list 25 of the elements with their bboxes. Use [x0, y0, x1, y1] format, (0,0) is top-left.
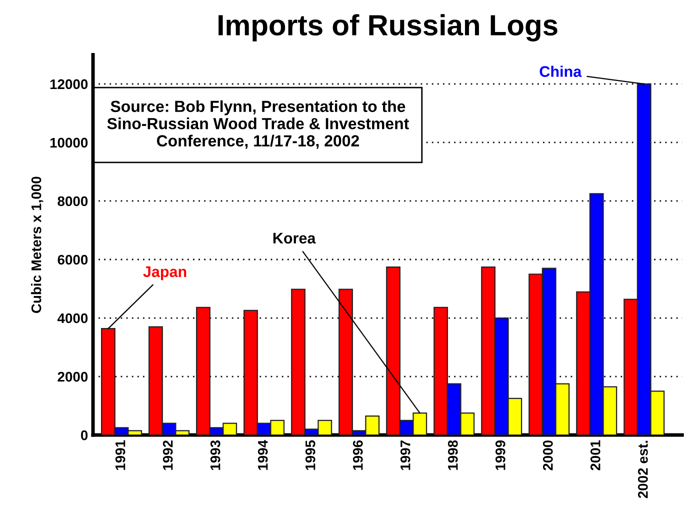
- text: Korea: [273, 232, 316, 244]
- x-tick-label: 1997: [400, 440, 410, 470]
- x-tick-label: 1992: [162, 440, 173, 470]
- text: China: [540, 66, 582, 77]
- y-tick-label: 10000: [50, 138, 88, 148]
- y-axis-title: Cubic Meters x 1,000: [31, 176, 44, 313]
- x-tick-label: 1998: [448, 440, 458, 470]
- x-tick-label: 1995: [305, 440, 316, 470]
- y-tick-label: 12000: [50, 79, 88, 90]
- x-tick-label: 1991: [115, 440, 126, 470]
- chart-title: Imports of Russian Logs: [218, 14, 558, 42]
- x-tick-label: 1994: [258, 440, 268, 470]
- x-tick-label: 1996: [352, 440, 363, 470]
- series-label: Japan: [143, 266, 186, 280]
- x-tick-label: 1993: [210, 440, 220, 470]
- y-tick-label: 6000: [58, 254, 88, 265]
- y-tick-label: 0: [80, 430, 88, 440]
- y-tick-label: 8000: [58, 196, 88, 206]
- annotation: Source: Bob Flynn, Presentation to the Sino-Russian Wood Trade & Investment Conference, 11/17-18, 2002: [107, 100, 409, 149]
- x-tick-label: 1999: [495, 440, 506, 470]
- x-tick-label: 2001: [590, 440, 600, 470]
- y-tick-label: 4000: [57, 313, 88, 324]
- x-tick-label: 2000: [542, 440, 553, 470]
- x-tick-label: 2002 est.: [638, 440, 648, 498]
- y-tick-label: 2000: [58, 372, 88, 382]
